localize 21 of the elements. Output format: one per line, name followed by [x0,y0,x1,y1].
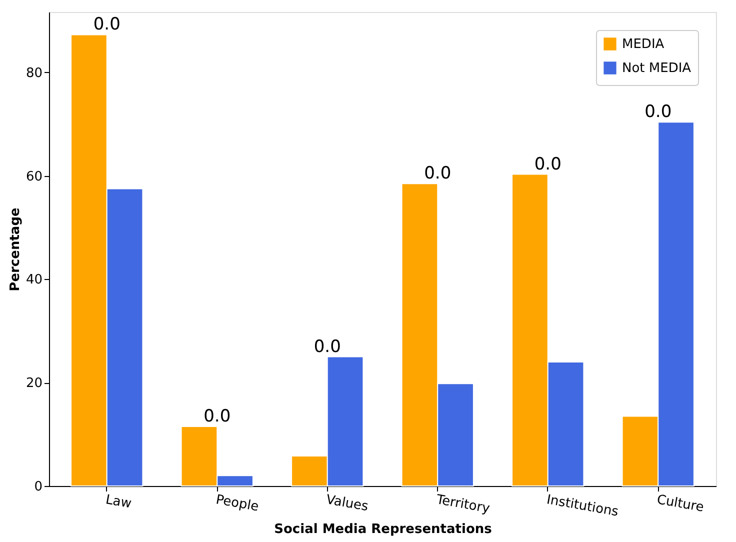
legend-label: Not MEDIA [622,61,692,76]
x-tick-label: Culture [656,492,705,516]
y-tick-label: 80 [26,66,42,81]
annotation: 0.0 [204,406,231,427]
y-tick-label: 60 [26,169,42,184]
annotation: 0.0 [93,14,120,35]
y-tick-label: 20 [26,376,42,392]
y-tick-label: 0 [34,480,42,494]
legend-label: MEDIA [622,37,664,52]
annotation: 0.0 [534,154,562,174]
annotation: 0.0 [314,336,341,357]
x-axis-title: Social Media Representations [274,522,492,537]
annotation: 0.0 [424,164,452,184]
x-tick-label: Law [104,492,133,512]
y-axis-title: Percentage [8,208,23,292]
y-tick-label: 40 [26,272,42,288]
x-tick-label: Institutions [545,492,620,520]
annotation: 0.0 [644,102,672,122]
x-tick-label: Territory [434,492,492,517]
x-tick-label: Values [324,492,370,515]
x-tick-label: People [214,492,260,515]
